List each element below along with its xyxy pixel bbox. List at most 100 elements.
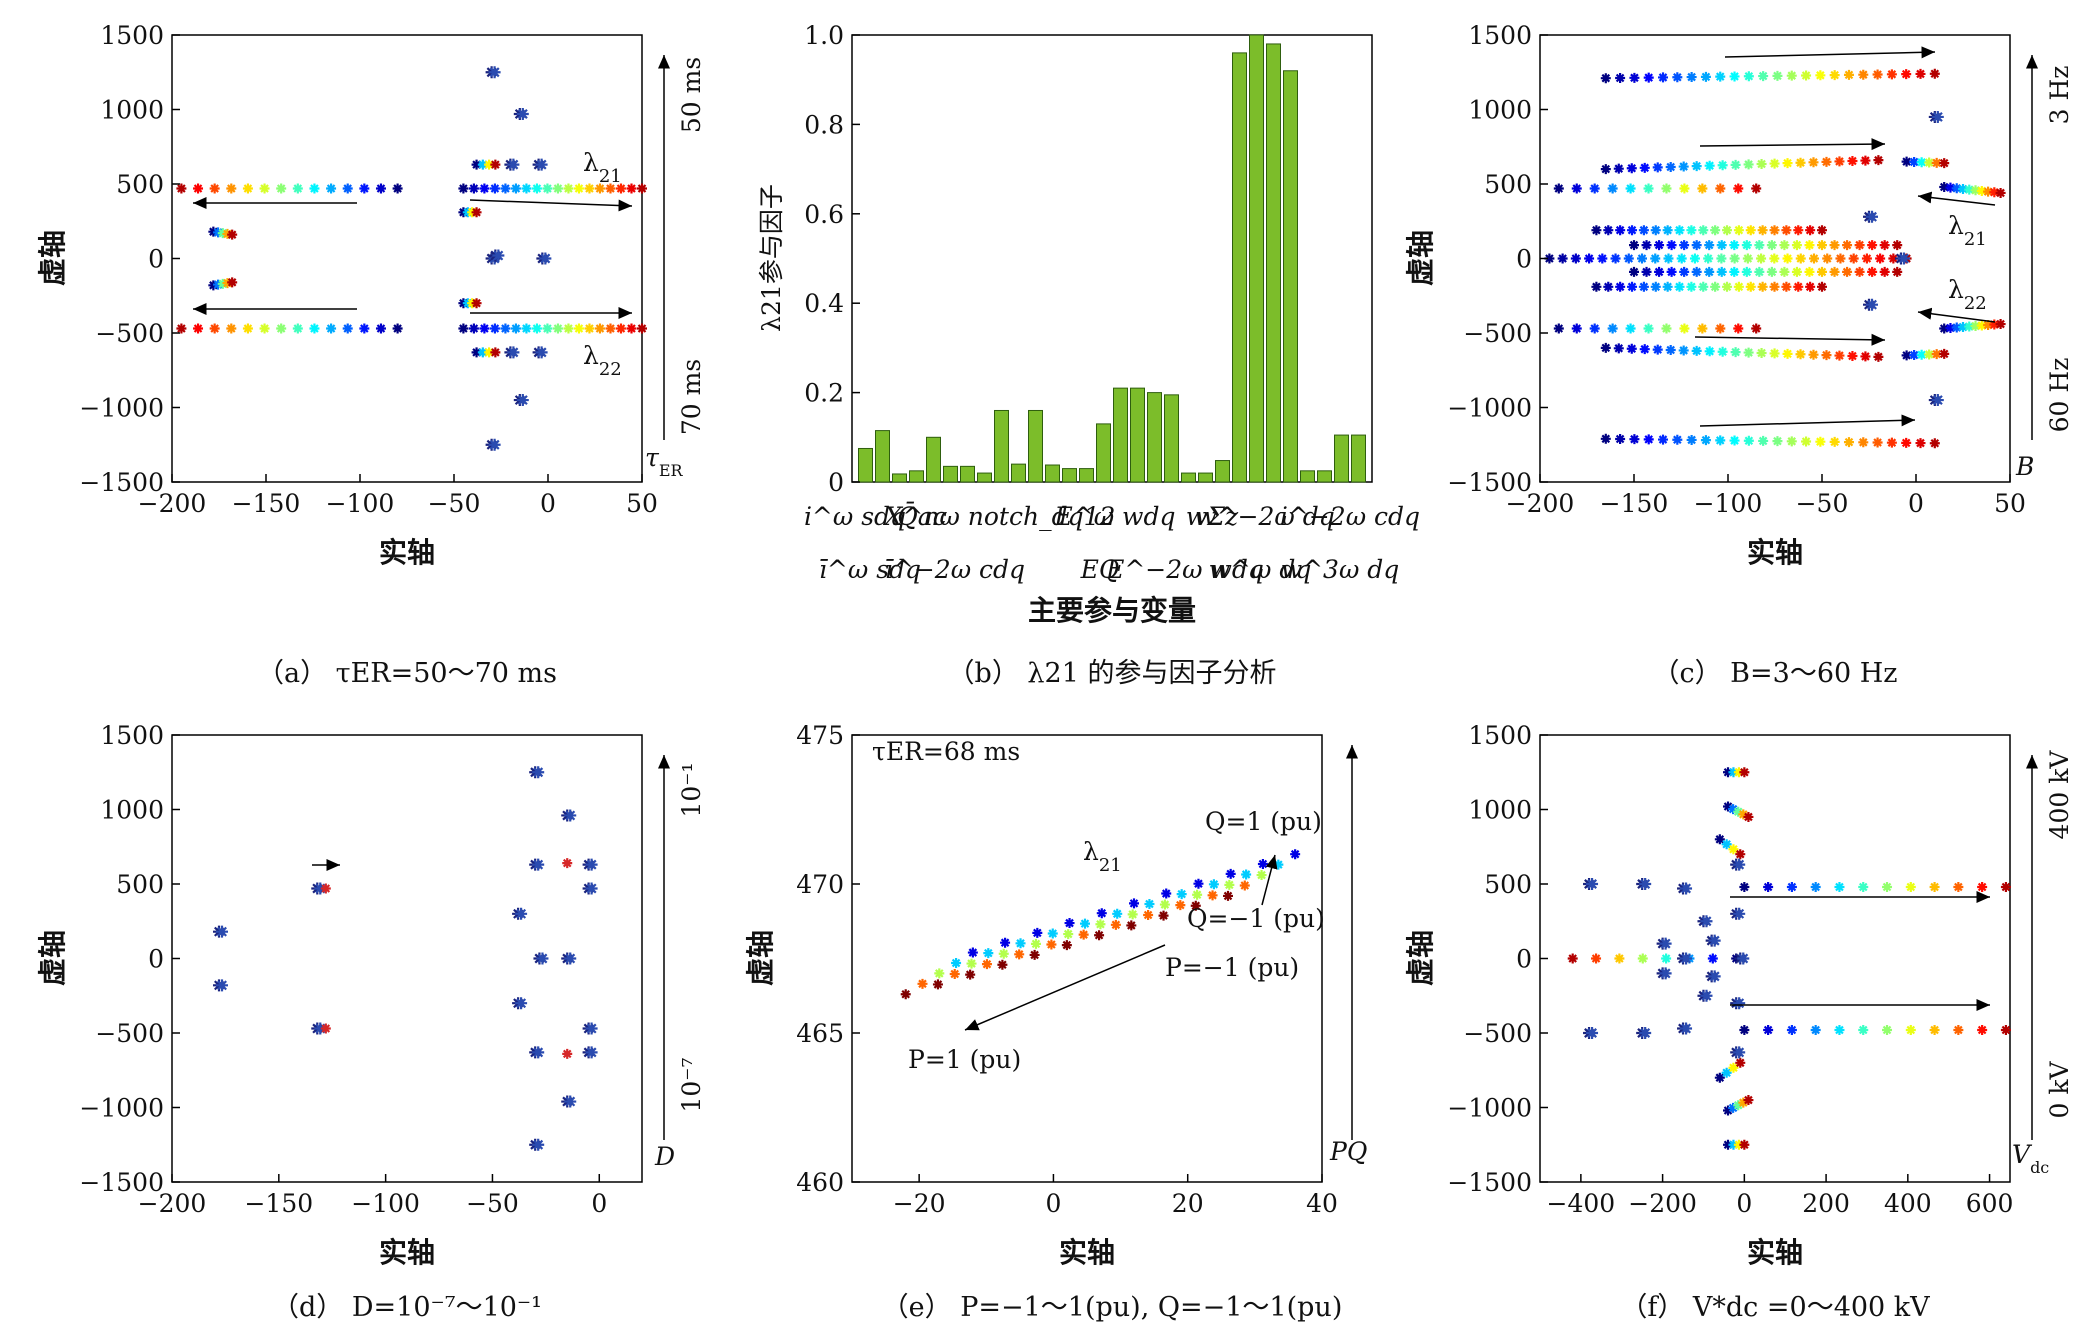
eigenvalue-point xyxy=(1958,322,1968,333)
eigenvalue-point xyxy=(1662,281,1673,292)
eigenvalue-point xyxy=(1834,350,1845,361)
eigenvalue-point xyxy=(1834,1025,1845,1036)
eigenvalue-point xyxy=(1739,767,1750,778)
eigenvalue-point xyxy=(1708,934,1721,947)
eigenvalue-point xyxy=(1860,155,1871,166)
category-label: w^3ω dq xyxy=(1281,555,1400,584)
eigenvalue-point xyxy=(1717,160,1728,171)
eigenvalue-point xyxy=(1553,323,1564,334)
eigenvalue-point xyxy=(1079,918,1090,929)
side-end-f: Vdc xyxy=(2012,1140,2049,1177)
eigenvalue-point xyxy=(1666,240,1677,251)
eigenvalue-point xyxy=(539,252,552,265)
participation-bar xyxy=(1028,409,1043,483)
eigenvalue-point xyxy=(1676,253,1687,264)
eigenvalue-point xyxy=(226,183,237,194)
eigenvalue-point xyxy=(1769,158,1780,169)
arrows-c xyxy=(1694,46,2038,440)
eigenvalue-point xyxy=(1014,949,1025,960)
eigenvalue-point xyxy=(1905,1025,1916,1036)
eigenvalue-point xyxy=(1686,72,1697,83)
eigenvalue-point xyxy=(1256,870,1267,881)
x-tick-label: −200 xyxy=(1506,489,1575,518)
eigenvalue-point xyxy=(1557,253,1568,264)
eigenvalue-point xyxy=(917,978,928,989)
eigenvalue-point xyxy=(1977,881,1988,892)
eigenvalue-point xyxy=(1159,899,1170,910)
eigenvalue-point xyxy=(1834,881,1845,892)
eigenvalue-point xyxy=(1751,183,1762,194)
eigenvalue-point xyxy=(1737,952,1750,965)
eigenvalue-point xyxy=(1715,183,1726,194)
eigenvalue-point xyxy=(1680,1022,1693,1035)
eigenvalue-point xyxy=(1679,266,1690,277)
eigenvalue-point xyxy=(1700,989,1713,1002)
eigenvalue-point xyxy=(259,323,270,334)
eigenvalue-point xyxy=(1757,225,1768,236)
eigenvalue-point xyxy=(1615,73,1626,84)
eigenvalue-point xyxy=(1629,434,1640,445)
eigenvalue-point xyxy=(1970,185,1981,196)
eigenvalue-point xyxy=(1909,156,1920,167)
eigenvalue-point xyxy=(1916,349,1927,360)
eigenvalue-point xyxy=(1615,281,1626,292)
eigenvalue-point xyxy=(484,347,495,358)
eigenvalue-point xyxy=(573,183,584,194)
x-tick-label: 0 xyxy=(540,489,556,518)
ticks-b: 0 0.2 0.4 0.6 0.8 1.0 xyxy=(804,21,860,497)
eigenvalue-point xyxy=(1716,253,1727,264)
category-label: E^ω wdq xyxy=(1054,502,1176,531)
eigenvalue-point xyxy=(1223,890,1233,901)
eigenvalue-point xyxy=(1741,266,1752,277)
eigenvalue-point xyxy=(552,183,563,194)
y-tick-label: 500 xyxy=(116,170,164,199)
eigenvalue-point xyxy=(1829,436,1840,447)
eigenvalue-point xyxy=(1614,953,1625,964)
eigenvalue-point xyxy=(1652,162,1663,173)
eigenvalue-point xyxy=(1623,253,1634,264)
eigenvalue-point xyxy=(1176,889,1187,900)
eigenvalue-point xyxy=(1708,970,1721,983)
eigenvalue-point xyxy=(1795,157,1806,168)
eigenvalue-point xyxy=(1924,157,1935,168)
eigenvalue-point xyxy=(1700,71,1711,82)
eigenvalue-point xyxy=(1931,157,1942,168)
eigenvalue-point xyxy=(1659,937,1672,950)
participation-bar xyxy=(1198,472,1213,483)
eigenvalue-point xyxy=(1873,351,1884,362)
participation-bar xyxy=(1096,423,1111,483)
eigenvalue-point xyxy=(605,323,616,334)
eigenvalue-point xyxy=(1654,266,1665,277)
eigenvalue-point xyxy=(1805,225,1816,236)
x-tick-label: −200 xyxy=(138,489,207,518)
eigenvalue-point xyxy=(326,323,337,334)
eigenvalue-point xyxy=(1739,881,1750,892)
eigenvalue-point xyxy=(1786,436,1797,447)
eigenvalue-point xyxy=(1629,240,1639,251)
eigenvalue-point xyxy=(1951,322,1962,333)
y-tick-label: −500 xyxy=(95,319,164,348)
eigenvalue-point xyxy=(1916,157,1927,168)
eigenvalue-point xyxy=(1842,266,1853,277)
eigenvalue-point xyxy=(1638,281,1649,292)
eigenvalue-point xyxy=(564,809,577,822)
eigenvalue-point xyxy=(1805,281,1816,292)
eigenvalue-point xyxy=(626,323,637,334)
eigenvalue-point xyxy=(1897,252,1910,265)
y-tick-label: 1000 xyxy=(100,96,164,125)
category-label: EQ xyxy=(1080,555,1120,584)
eigenvalue-point xyxy=(1733,1046,1746,1059)
x-tick-label: −100 xyxy=(1694,489,1763,518)
eigenvalue-point xyxy=(1650,225,1661,236)
category-label: wΣz xyxy=(1186,502,1239,531)
eigenvalue-point xyxy=(535,158,548,171)
eigenvalue-point xyxy=(1046,939,1057,950)
eigenvalue-point xyxy=(1817,225,1827,236)
eigenvalue-point xyxy=(1801,436,1812,447)
eigenvalue-point xyxy=(1096,908,1107,919)
eigenvalue-point xyxy=(1257,859,1268,870)
eigenvalue-point xyxy=(1733,997,1746,1010)
eigenvalue-point xyxy=(1843,437,1854,448)
eigenvalue-point xyxy=(1751,323,1762,334)
